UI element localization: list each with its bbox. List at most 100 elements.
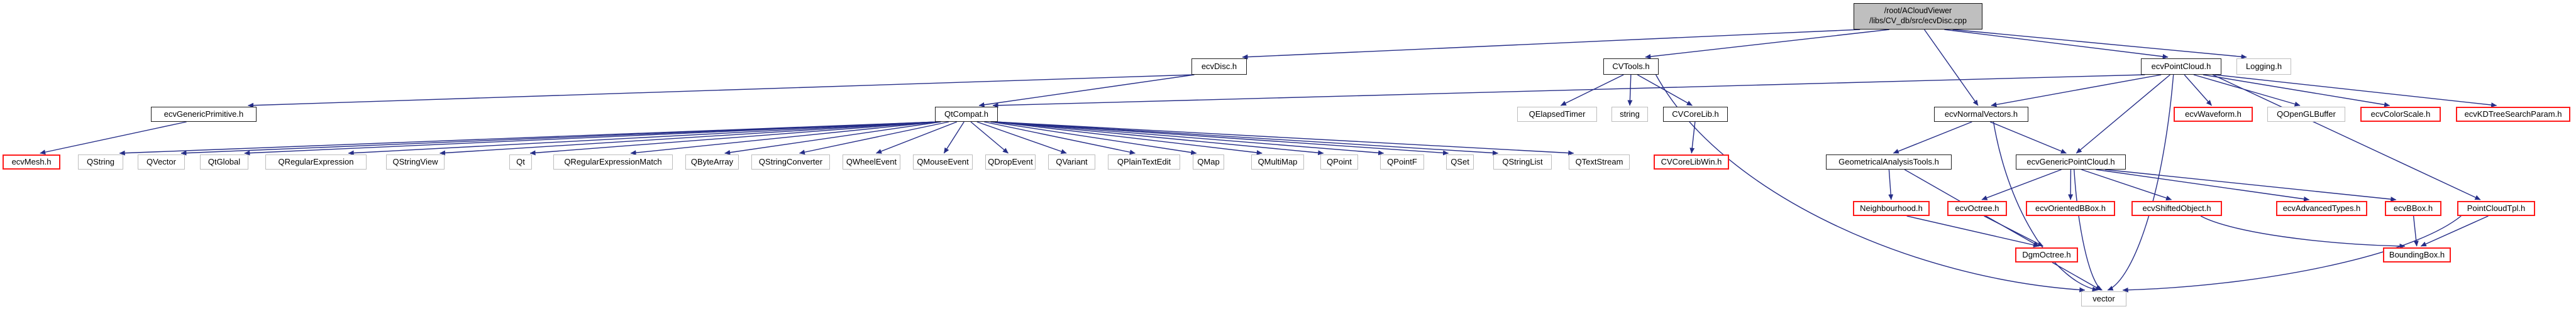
graph-node-ecvgenericpointcloud-h[interactable]: ecvGenericPointCloud.h — [2016, 154, 2126, 170]
edge-neighbourhood_h-to-dgmoctree_h — [1906, 215, 2040, 248]
graph-node-ecvcolorscale-h[interactable]: ecvColorScale.h — [2360, 107, 2441, 122]
edge-cvtools_h-to-vector — [1655, 74, 2086, 293]
edge-ecvbbox_h-to-boundingbox_h — [2413, 215, 2419, 247]
graph-node-qstringconverter: QStringConverter — [751, 154, 830, 170]
graph-node-qopenglbuffer: QOpenGLBuffer — [2267, 107, 2345, 122]
edge-ecvgenericpointcloud_h-to-ecvoctree_h — [1981, 169, 2062, 200]
edge-ecvpointcloud_h-to-qopenglbuffer — [2193, 74, 2301, 107]
edge-dgmoctree_h-to-vector — [2052, 262, 2101, 291]
edge-ecvgenericpointcloud_h-to-ecvshiftedobject_h — [2081, 169, 2172, 201]
graph-node-ecvshiftedobject-h[interactable]: ecvShiftedObject.h — [2131, 201, 2222, 216]
edge-qtcompat_h-to-qtglobal — [244, 121, 939, 156]
edge-qtcompat_h-to-qregularexpressionmatch — [630, 121, 939, 156]
edge-qtcompat_h-to-qplaintextedit — [984, 121, 1136, 155]
edge-ecvpointcloud_h-to-ecvgenericpointcloud_h — [2076, 74, 2170, 154]
graph-node-qtglobal: QtGlobal — [200, 154, 248, 170]
graph-node-logging-h: Logging.h — [2236, 58, 2291, 75]
edge-ecvpointcloud_h-to-ecvnormalvectors_h — [1991, 74, 2162, 107]
edge-ecvdisc_h-to-qtcompat_h — [978, 74, 1195, 107]
edge-ecvgenericprimitive_h-to-ecvmesh_h — [40, 121, 187, 155]
graph-node-qmouseevent: QMouseEvent — [913, 154, 973, 170]
edge-ecvnormalvectors_h-to-vector — [1993, 121, 2098, 292]
graph-node-qwheelevent: QWheelEvent — [843, 154, 900, 170]
graph-node-qstringlist: QStringList — [1493, 154, 1552, 170]
edge-root-to-logging_h — [1952, 29, 2247, 60]
graph-node-qset: QSet — [1446, 154, 1474, 170]
edge-geometricalanalysistools_h-to-neighbourhood_h — [1888, 169, 1894, 200]
graph-node-ecvmesh-h[interactable]: ecvMesh.h — [3, 154, 60, 170]
graph-node-qregularexpression: QRegularExpression — [265, 154, 367, 170]
edge-pointcloudtpl_h-to-boundingbox_h — [2420, 215, 2489, 247]
edge-qtcompat_h-to-qtextstream — [994, 121, 1574, 156]
graph-node-cvtools-h[interactable]: CVTools.h — [1603, 58, 1659, 75]
edge-cvcorelib_h-to-cvcorelibwin_h — [1689, 121, 1696, 154]
edge-qtcompat_h-to-qstringconverter — [799, 121, 949, 155]
edge-qtcompat_h-to-qt — [529, 121, 939, 156]
graph-node-geometricalanalysistools-h[interactable]: GeometricalAnalysisTools.h — [1826, 154, 1952, 170]
edge-qtcompat_h-to-qvector — [180, 121, 939, 156]
graph-node-cvcorelib-h[interactable]: CVCoreLib.h — [1663, 107, 1728, 122]
graph-node-vector: vector — [2081, 291, 2126, 306]
graph-node-ecvpointcloud-h[interactable]: ecvPointCloud.h — [2141, 58, 2221, 75]
graph-node-ecvwaveform-h[interactable]: ecvWaveform.h — [2174, 107, 2253, 122]
graph-node-ecvgenericprimitive-h[interactable]: ecvGenericPrimitive.h — [151, 107, 257, 122]
graph-node-ecvorientedbbox-h[interactable]: ecvOrientedBBox.h — [2026, 201, 2115, 216]
edge-ecvpointcloud_h-to-ecvwaveform_h — [2184, 74, 2212, 106]
graph-node-qstring: QString — [78, 154, 123, 170]
graph-node-qtextstream: QTextStream — [1569, 154, 1630, 170]
graph-node-qbytearray: QByteArray — [685, 154, 739, 170]
edge-qtcompat_h-to-qbytearray — [724, 121, 941, 155]
edge-ecvgenericpointcloud_h-to-vector — [2074, 169, 2103, 291]
graph-node-qt: Qt — [509, 154, 532, 170]
edge-qtcompat_h-to-qvariant — [976, 121, 1067, 154]
graph-node-ecvoctree-h[interactable]: ecvOctree.h — [1947, 201, 2007, 216]
graph-node-qelapsedtimer: QElapsedTimer — [1517, 107, 1597, 122]
edge-ecvpointcloud_h-to-qtcompat_h — [992, 74, 2145, 108]
edge-ecvnormalvectors_h-to-ecvgenericpointcloud_h — [1989, 121, 2067, 154]
edge-qtcompat_h-to-qregularexpression — [348, 121, 939, 156]
edge-ecvshiftedobject_h-to-boundingbox_h — [2200, 215, 2406, 249]
graph-node-string: string — [1611, 107, 1648, 122]
edge-qtcompat_h-to-qstringlist — [994, 121, 1498, 156]
graph-node-ecvkdtreesearchparam-h[interactable]: ecvKDTreeSearchParam.h — [2456, 107, 2570, 122]
graph-node-qstringview: QStringView — [386, 154, 445, 170]
edge-ecvnormalvectors_h-to-geometricalanalysistools_h — [1893, 121, 1972, 154]
graph-node-qdropevent: QDropEvent — [985, 154, 1036, 170]
edge-cvtools_h-to-string — [1627, 74, 1633, 106]
graph-node-root: /root/ACloudViewer /libs/CV_db/src/ecvDi… — [1854, 3, 1982, 30]
graph-node-qpoint: QPoint — [1320, 154, 1358, 170]
graph-node-ecvadvancedtypes-h[interactable]: ecvAdvancedTypes.h — [2276, 201, 2367, 216]
graph-node-qtcompat-h[interactable]: QtCompat.h — [935, 107, 998, 122]
graph-node-qmultimap: QMultiMap — [1251, 154, 1304, 170]
edge-qtcompat_h-to-qmultimap — [994, 121, 1263, 155]
graph-node-pointcloudtpl-h[interactable]: PointCloudTpl.h — [2457, 201, 2535, 216]
graph-node-dgmoctree-h[interactable]: DgmOctree.h — [2015, 247, 2078, 263]
edge-ecvoctree_h-to-dgmoctree_h — [1984, 215, 2043, 247]
edge-qtcompat_h-to-qdropevent — [970, 121, 1009, 154]
edge-qtcompat_h-to-qpointf — [994, 121, 1385, 156]
graph-node-ecvbbox-h[interactable]: ecvBBox.h — [2385, 201, 2441, 216]
edge-qtcompat_h-to-qmap — [990, 121, 1197, 155]
edge-ecvpointcloud_h-to-ecvkdtreesearchparam_h — [2214, 74, 2497, 108]
edge-qtcompat_h-to-qwheelevent — [876, 121, 958, 154]
edge-ecvpointcloud_h-to-pointcloudtpl_h — [2212, 74, 2481, 200]
edge-qtcompat_h-to-qset — [994, 121, 1449, 156]
edge-qtcompat_h-to-qpoint — [994, 121, 1324, 156]
graph-node-ecvnormalvectors-h[interactable]: ecvNormalVectors.h — [1934, 107, 2028, 122]
edge-qtcompat_h-to-qstringview — [439, 121, 939, 156]
graph-node-boundingbox-h[interactable]: BoundingBox.h — [2383, 247, 2451, 263]
edge-root-to-ecvpointcloud_h — [1944, 29, 2169, 59]
edge-qtcompat_h-to-qmouseevent — [943, 121, 965, 154]
graph-node-qpointf: QPointF — [1380, 154, 1424, 170]
edge-root-to-cvtools_h — [1645, 29, 1889, 60]
graph-node-qvector: QVector — [138, 154, 185, 170]
graph-node-cvcorelibwin-h[interactable]: CVCoreLibWin.h — [1654, 154, 1729, 170]
graph-node-neighbourhood-h[interactable]: Neighbourhood.h — [1853, 201, 1930, 216]
graph-node-qplaintextedit: QPlainTextEdit — [1108, 154, 1180, 170]
edge-cvtools_h-to-qelapsedtimer — [1560, 74, 1624, 106]
edge-ecvpointcloud_h-to-ecvcolorscale_h — [2203, 74, 2391, 107]
edge-ecvgenericpointcloud_h-to-ecvadvancedtypes_h — [2096, 169, 2310, 202]
graph-node-ecvdisc-h[interactable]: ecvDisc.h — [1191, 58, 1247, 75]
